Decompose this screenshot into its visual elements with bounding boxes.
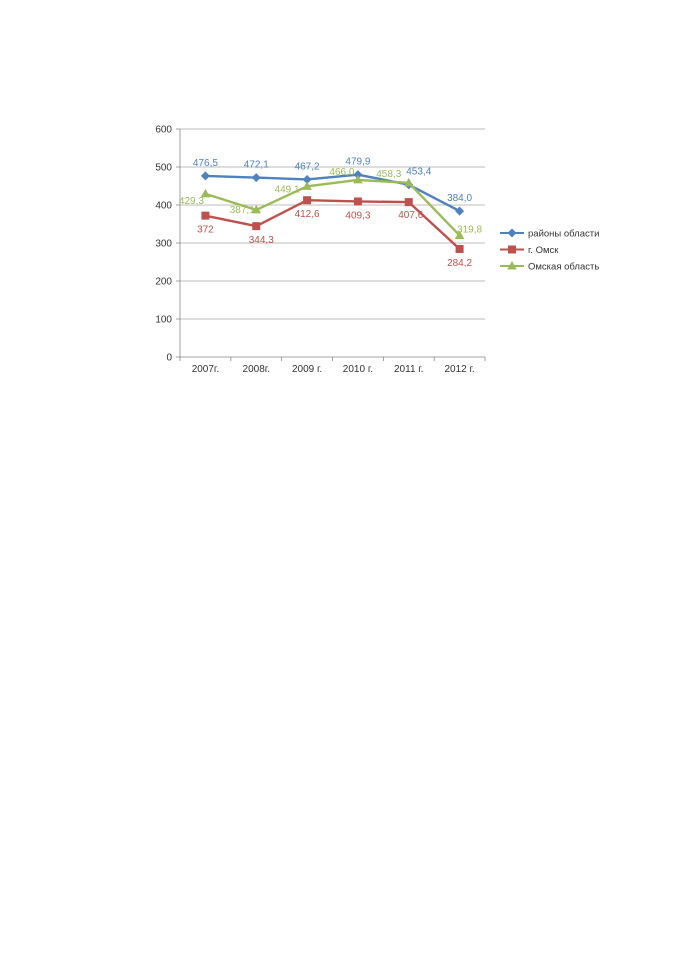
y-tick-label: 200 [155,277,172,288]
data-labels: 476,5 472,1 467,2 479,9 453,4 384,0 372 344,3 41… [179,157,483,269]
marker-diamond [302,174,312,184]
y-tick-label: 0 [166,353,172,364]
legend: районы области г. Омск Омская область [500,228,599,273]
series-line [205,173,461,213]
y-tick-label: 100 [155,315,172,326]
data-label: 466,0 [329,167,354,178]
y-tick-label: 600 [155,125,172,136]
x-tick-label: 2007г. [192,364,219,375]
data-label: 458,3 [376,169,401,180]
series-line [205,199,461,250]
data-label: 372 [197,225,214,236]
data-label: 449,1 [275,184,300,195]
data-label: 472,1 [244,160,269,171]
series-lines [200,170,465,254]
data-label: 409,3 [345,210,370,221]
legend-label: районы области [528,229,599,240]
data-label: 284,2 [447,258,472,269]
legend-label: г. Омск [528,245,559,256]
x-tick-label: 2012 г. [444,364,474,375]
x-tick-label: 2009 г. [292,364,322,375]
data-label: 319,8 [457,224,482,235]
marker-square [508,245,516,254]
y-tick-label: 300 [155,239,172,250]
data-label: 384,0 [447,193,472,204]
marker-diamond [353,170,363,180]
y-tick-label: 500 [155,163,172,174]
y-tick-label: 400 [155,201,172,212]
marker-square [252,222,261,231]
marker-square [404,198,413,207]
line-chart: 0 100 200 300 400 500 600 2007г. 2008г. 2009 г. 20… [155,125,599,376]
x-tick-label: 2008г. [243,364,270,375]
series-line [205,178,461,237]
chart-container: 0 100 200 300 400 500 600 2007г. 2008г. 2009 г. 20… [0,0,678,400]
marker-triangle [454,230,465,239]
data-label: 479,9 [345,157,370,168]
data-label: 407,6 [398,210,423,221]
axes: 0 100 200 300 400 500 600 2007г. 2008г. 2009 г. 20… [155,125,486,375]
marker-triangle [403,177,414,187]
x-tick-label: 2010 г. [343,364,373,375]
data-label: 412,6 [295,209,320,220]
marker-diamond [251,173,261,183]
legend-label: Омская область [528,262,599,273]
data-label: 429,3 [179,196,204,207]
marker-triangle [251,204,262,214]
data-label: 387,1 [230,205,255,216]
marker-diamond [200,171,210,181]
marker-triangle [200,188,211,198]
marker-triangle [302,181,312,190]
marker-diamond [507,228,517,238]
marker-triangle [353,174,363,184]
marker-triangle [507,261,517,270]
data-label: 453,4 [406,167,431,178]
marker-square [303,196,312,205]
gridlines [180,128,485,320]
data-label: 467,2 [295,161,320,172]
data-label: 344,3 [249,235,274,246]
marker-square [455,245,464,254]
marker-diamond [455,206,465,216]
marker-square [353,197,362,206]
data-label: 476,5 [193,158,218,169]
x-tick-label: 2011 г. [394,364,424,375]
marker-square [201,211,210,220]
